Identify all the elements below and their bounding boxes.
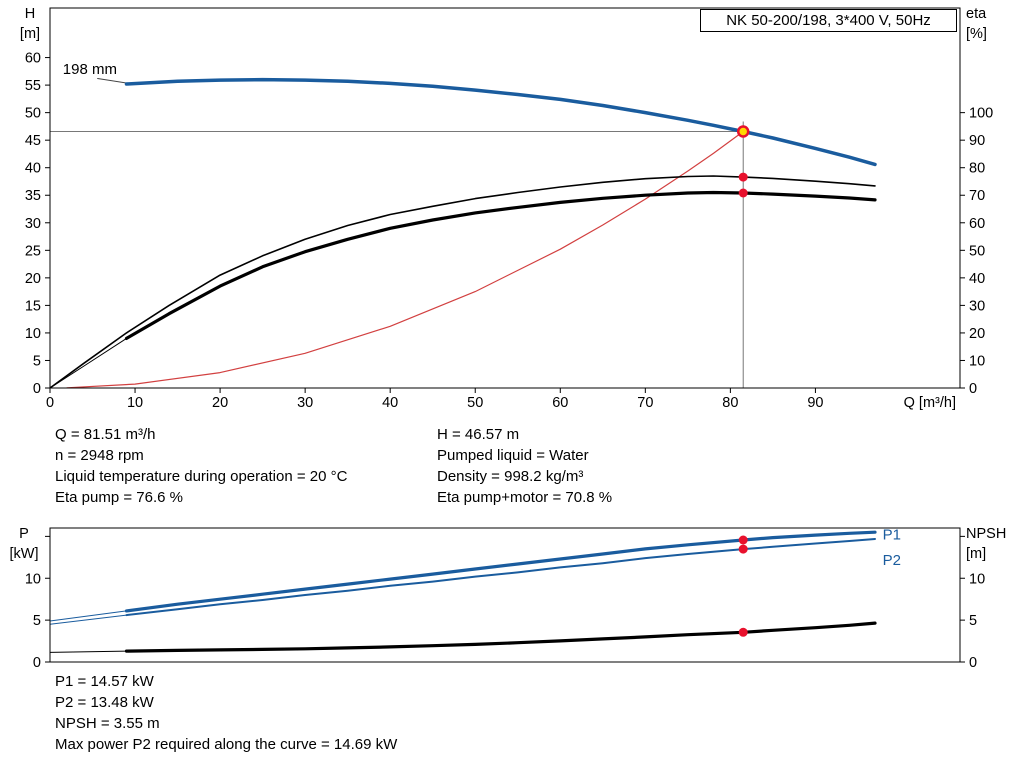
duty-info-right: H = 46.57 m Pumped liquid = Water Densit…	[437, 424, 612, 508]
p1-curve-label: P1	[883, 527, 901, 544]
info-line-eta-pump: Eta pump = 76.6 %	[55, 489, 183, 506]
y-tick-label: 10	[25, 571, 41, 587]
npsh-axis-title: NPSH [m]	[966, 524, 1020, 564]
npsh-leadin	[49, 650, 127, 653]
y-tick-label: 35	[25, 188, 41, 204]
duty-point-marker	[736, 125, 750, 138]
eta-pump-motor-curve	[124, 190, 877, 340]
plot-border	[49, 527, 961, 663]
duty-info-left: Q = 81.51 m³/h n = 2948 rpm Liquid tempe…	[55, 424, 347, 508]
y2-tick-label: 40	[969, 271, 985, 287]
x-tick-label: 90	[807, 395, 823, 411]
impeller-size-label: 198 mm	[63, 61, 117, 78]
y-tick-label: 5	[33, 613, 41, 629]
info-line-max-power: Max power P2 required along the curve = …	[55, 736, 398, 753]
y2-tick-label: 70	[969, 188, 985, 204]
info-line-density: Density = 998.2 kg/m³	[437, 468, 584, 485]
x-tick-label: 60	[552, 395, 568, 411]
y-tick-label: 0	[33, 381, 41, 397]
duty-dot	[738, 172, 748, 182]
info-line-liquid: Pumped liquid = Water	[437, 447, 589, 464]
y-tick-label: 50	[25, 106, 41, 122]
eta-pump-curve	[49, 175, 876, 389]
y-tick-label: 60	[25, 51, 41, 67]
y-tick-label: 0	[33, 655, 41, 671]
h-axis-title-line: H	[24, 6, 36, 22]
info-line-p2: P2 = 13.48 kW	[55, 694, 154, 711]
y2-tick-label: 80	[969, 161, 985, 177]
duty-dot	[738, 544, 748, 554]
y-tick-label: 10	[25, 326, 41, 342]
x-tick-label: 50	[467, 395, 483, 411]
plot-border	[49, 7, 961, 389]
info-line-p1: P1 = 14.57 kW	[55, 673, 154, 690]
y2-tick-label: 30	[969, 298, 985, 314]
y2-tick-label: 50	[969, 243, 985, 259]
p1-curve	[124, 530, 877, 613]
h-axis-title-line: [m]	[19, 26, 41, 42]
q-axis-title: Q [m³/h]	[903, 395, 956, 411]
y-tick-label: 15	[25, 298, 41, 314]
impeller-label-leader	[97, 78, 130, 84]
y2-tick-label: 10	[969, 353, 985, 369]
x-tick-label: 70	[637, 395, 653, 411]
duty-dot	[738, 188, 748, 198]
y-tick-label: 55	[25, 78, 41, 94]
p-axis-title-line: [kW]	[9, 546, 39, 562]
x-tick-label: 10	[127, 395, 143, 411]
power-info: P1 = 14.57 kW P2 = 13.48 kW NPSH = 3.55 …	[55, 671, 397, 755]
info-line-q: Q = 81.51 m³/h	[55, 426, 156, 443]
y2-tick-label: 0	[969, 655, 977, 671]
y2-tick-label: 10	[969, 571, 985, 587]
p2-curve	[125, 538, 876, 617]
y2-tick-label: 20	[969, 326, 985, 342]
npsh-axis-title-line: NPSH	[966, 526, 1007, 542]
eta-pump-motor-leadin	[49, 337, 127, 389]
y-tick-label: 20	[25, 271, 41, 287]
system-curve	[66, 130, 744, 389]
pump-title-box: NK 50-200/198, 3*400 V, 50Hz	[700, 9, 957, 32]
info-line-eta-pump-motor: Eta pump+motor = 70.8 %	[437, 489, 613, 506]
eta-axis-title-line: eta	[966, 6, 987, 22]
npsh-curve	[124, 621, 877, 653]
y2-tick-label: 0	[969, 381, 977, 397]
x-tick-label: 0	[46, 395, 54, 411]
duty-dot	[738, 627, 748, 637]
y-tick-label: 30	[25, 216, 41, 232]
y2-tick-label: 5	[969, 613, 977, 629]
x-tick-label: 80	[722, 395, 738, 411]
y2-tick-label: 90	[969, 133, 985, 149]
head-curve-198mm	[124, 77, 877, 167]
y2-tick-label: 60	[969, 216, 985, 232]
y-tick-label: 45	[25, 133, 41, 149]
eta-axis-title: eta [%]	[966, 4, 1016, 44]
info-line-npsh: NPSH = 3.55 m	[55, 715, 160, 732]
h-axis-title: H [m]	[12, 4, 48, 44]
p1-leadin	[49, 610, 127, 622]
duty-dot	[738, 535, 748, 545]
npsh-axis-title-line: [m]	[966, 546, 987, 562]
y-tick-label: 40	[25, 161, 41, 177]
info-line-head: H = 46.57 m	[437, 426, 520, 443]
y2-tick-label: 100	[969, 106, 993, 122]
y-tick-label: 5	[33, 353, 41, 369]
p2-leadin	[49, 614, 127, 625]
x-tick-label: 20	[212, 395, 228, 411]
x-tick-label: 30	[297, 395, 313, 411]
p-axis-title: P [kW]	[2, 524, 46, 564]
p-axis-title-line: P	[19, 526, 29, 542]
eta-axis-title-line: [%]	[966, 26, 987, 42]
info-line-speed: n = 2948 rpm	[55, 447, 144, 464]
y-tick-label: 25	[25, 243, 41, 259]
info-line-temperature: Liquid temperature during operation = 20…	[55, 468, 348, 485]
p2-curve-label: P2	[883, 552, 901, 569]
x-tick-label: 40	[382, 395, 398, 411]
